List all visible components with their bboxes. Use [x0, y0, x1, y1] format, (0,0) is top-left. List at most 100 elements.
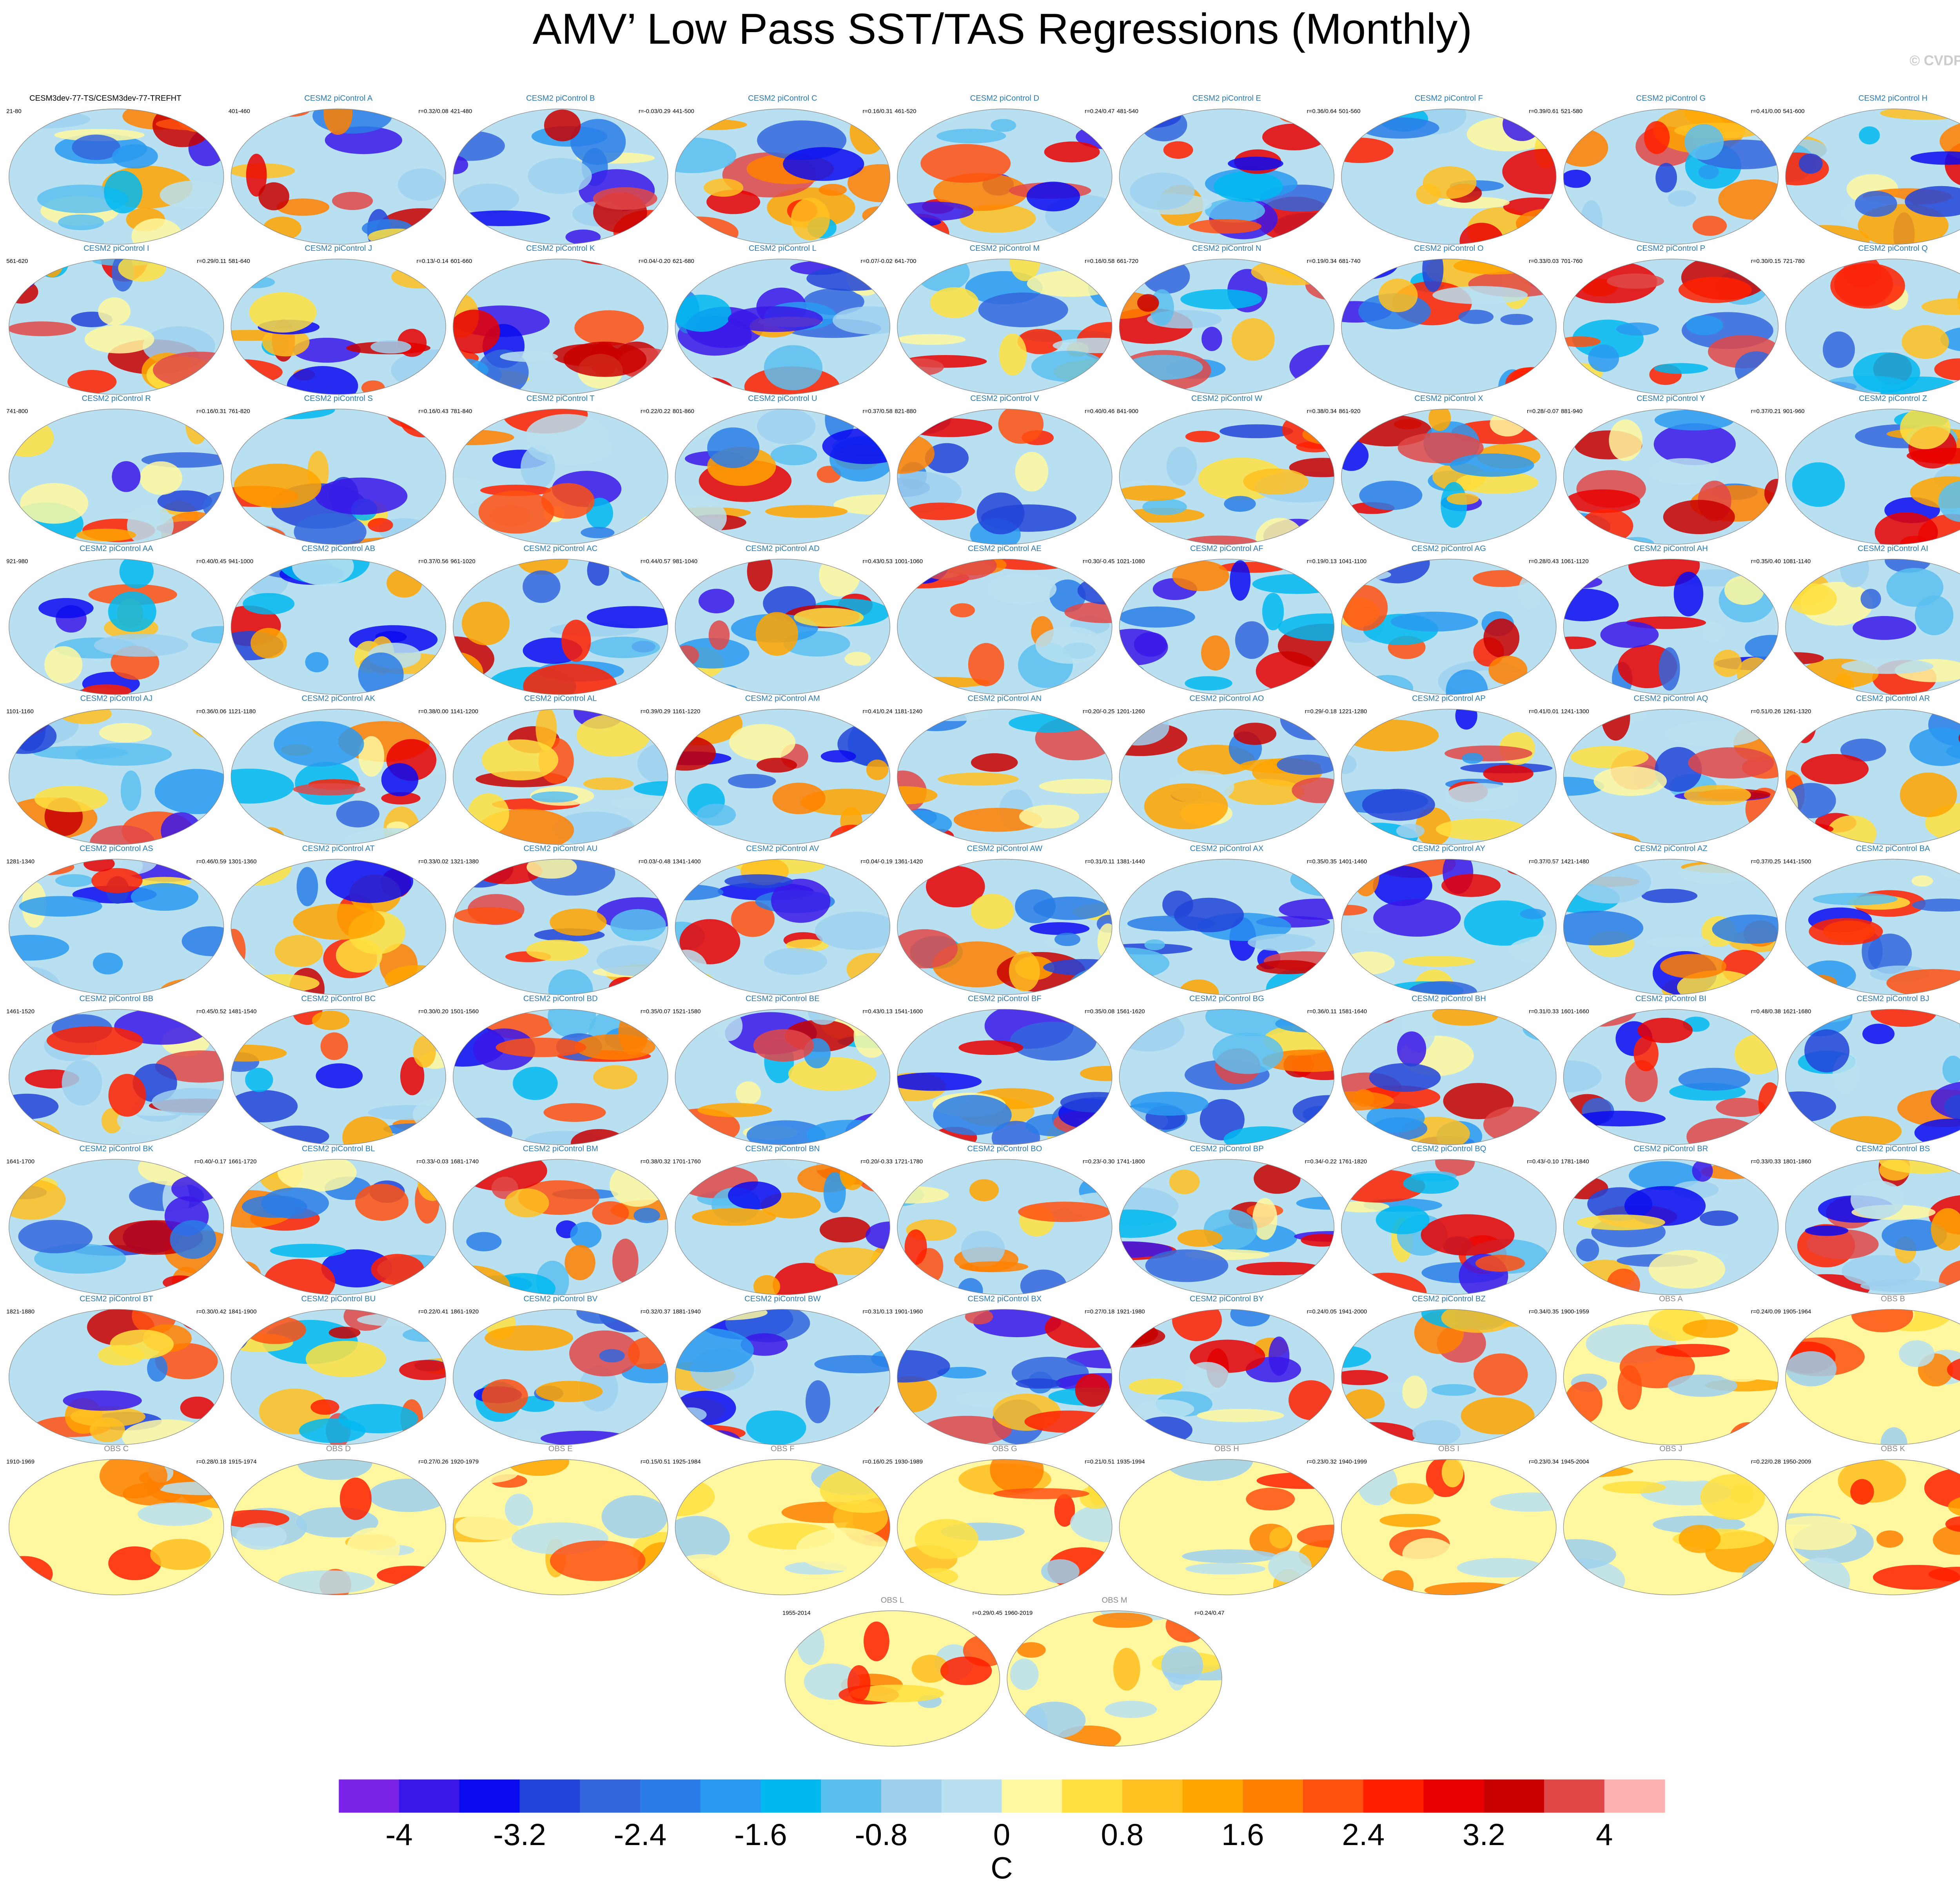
panel-stat: r=0.16/0.31	[863, 108, 893, 114]
map-anomaly	[1063, 230, 1105, 245]
panel-stat: r=0.07/-0.02	[861, 258, 893, 265]
map-outline	[675, 558, 890, 695]
map-outline	[897, 1159, 1112, 1295]
map-panel: CESM2 piControl AA 921-980 r=0.40/0.45	[6, 544, 226, 695]
map-anomaly	[1341, 1370, 1388, 1385]
map-anomaly	[455, 1117, 513, 1145]
map-anomaly	[697, 1430, 742, 1445]
map-panel: CESM2 piControl R 741-800 r=0.16/0.31	[6, 394, 226, 545]
map-anomaly	[523, 570, 561, 603]
panel-stat: r=0.24/0.09	[1751, 1309, 1781, 1315]
map-panel: CESM2 piControl BE 1521-1580 r=0.43/0.13	[673, 994, 893, 1145]
map-anomaly	[540, 1430, 630, 1445]
map-outline	[453, 1309, 668, 1445]
map-anomaly	[1039, 778, 1112, 794]
map-anomaly	[845, 1112, 890, 1145]
panel-period: 801-860	[673, 408, 694, 415]
map-anomaly	[1577, 1214, 1665, 1231]
panel-title: CESM2 piControl AU	[523, 845, 597, 853]
map-outline	[9, 109, 224, 245]
map-panel: CESM2 piControl P 701-760 r=0.30/0.15	[1561, 244, 1781, 395]
map-anomaly	[416, 1464, 439, 1481]
map-anomaly	[1230, 560, 1251, 601]
panel-stat: r=0.04/-0.20	[639, 258, 670, 265]
map-field	[231, 259, 446, 395]
map-anomaly	[635, 513, 668, 545]
map-anomaly	[138, 1502, 212, 1526]
map-anomaly	[1563, 1009, 1585, 1037]
map-field	[897, 409, 1112, 545]
map-anomaly	[99, 723, 152, 743]
map-anomaly	[898, 1465, 926, 1479]
map-field	[897, 1009, 1112, 1145]
colorbar-box	[881, 1779, 942, 1813]
map-anomaly	[1569, 860, 1651, 904]
colorbar-box	[700, 1779, 761, 1813]
panel-period: 1121-1180	[229, 708, 256, 715]
panel-period: 1221-1280	[1339, 708, 1367, 715]
map-anomaly	[1580, 200, 1602, 243]
map-anomaly	[1906, 448, 1960, 464]
map-anomaly	[675, 645, 699, 666]
map-outline	[453, 859, 668, 995]
map-anomaly	[579, 259, 641, 265]
map-panel: CESM2 piControl BZ 1941-2000 r=0.34/0.35	[1339, 1294, 1559, 1445]
map-anomaly	[305, 1341, 386, 1377]
map-anomaly	[993, 1488, 1089, 1499]
map-anomaly	[1788, 583, 1837, 615]
panel-period: 1661-1720	[229, 1158, 257, 1165]
map-anomaly	[936, 129, 1006, 143]
map-anomaly	[1341, 1266, 1359, 1278]
panel-title: CESM2 piControl BB	[79, 994, 153, 1003]
map-panel: CESM2 piControl AW 1361-1420 r=0.31/0.11	[895, 845, 1114, 995]
map-anomaly	[528, 158, 592, 194]
map-anomaly	[833, 495, 890, 515]
map-anomaly	[385, 965, 446, 994]
panel-period: 1621-1680	[1783, 1008, 1811, 1015]
map-anomaly	[1341, 585, 1388, 631]
map-anomaly	[1579, 527, 1602, 545]
panel-title: OBS J	[1659, 1445, 1682, 1453]
map-anomaly	[413, 1035, 436, 1068]
map-anomaly	[570, 1222, 602, 1248]
map-anomaly	[1461, 1397, 1535, 1435]
map-anomaly	[1378, 278, 1418, 312]
panel-title: CESM2 piControl N	[1192, 244, 1261, 253]
panel-period: 561-620	[6, 258, 28, 265]
map-panel: CESM2 piControl BD 1501-1560 r=0.35/0.07	[450, 994, 670, 1145]
map-anomaly	[1455, 709, 1477, 730]
map-field	[675, 1159, 890, 1295]
map-field	[1119, 109, 1334, 245]
map-field	[1341, 709, 1556, 845]
panel-period: 621-680	[673, 258, 694, 265]
map-anomaly	[478, 490, 554, 534]
panel-stat: r=0.16/0.43	[418, 408, 448, 415]
map-outline	[1119, 259, 1335, 395]
panel-title: CESM2 piControl V	[970, 394, 1039, 403]
map-anomaly	[1563, 170, 1591, 188]
map-field	[1785, 1009, 1960, 1145]
colorbar-tick-label: 0	[993, 1817, 1011, 1852]
panel-title: CESM2 piControl BW	[744, 1294, 821, 1303]
map-anomaly	[757, 409, 816, 444]
map-anomaly	[1602, 1481, 1666, 1494]
map-anomaly	[231, 359, 283, 385]
map-field	[897, 1459, 1112, 1595]
map-anomaly	[1673, 571, 1704, 616]
map-field	[675, 1309, 890, 1445]
map-anomaly	[1928, 1567, 1960, 1582]
map-anomaly	[1563, 777, 1604, 796]
map-anomaly	[1735, 351, 1778, 388]
map-anomaly	[417, 1166, 446, 1201]
map-anomaly	[1163, 141, 1193, 159]
map-anomaly	[1716, 1098, 1766, 1117]
map-panel: CESM2 piControl L 621-680 r=0.07/-0.02	[673, 244, 893, 395]
panel-stat: r=0.45/0.52	[196, 1008, 226, 1015]
map-anomaly	[587, 559, 609, 586]
map-field	[231, 559, 446, 695]
panel-period: 1881-1940	[673, 1309, 701, 1315]
panel-stat: r=0.34/0.35	[1529, 1309, 1559, 1315]
map-outline	[897, 1459, 1112, 1595]
map-field	[1785, 1159, 1960, 1295]
